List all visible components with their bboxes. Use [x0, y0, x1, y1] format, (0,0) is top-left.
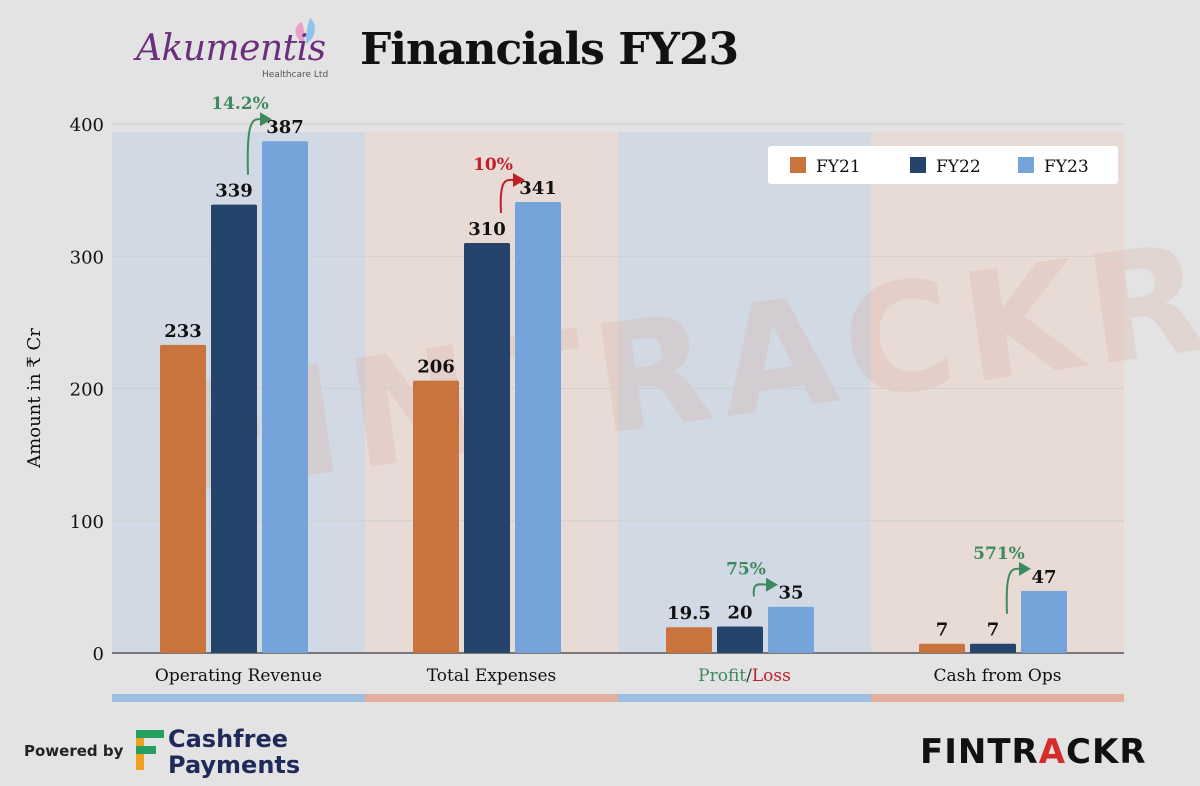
sponsor-line1: Cashfree: [168, 725, 289, 753]
bar: [970, 643, 1016, 653]
bar: [464, 243, 510, 653]
growth-label: 10%: [473, 155, 513, 175]
sponsor-name: Cashfree Payments: [168, 726, 300, 778]
category-strip: [618, 694, 871, 702]
y-tick-label: 400: [70, 115, 104, 136]
bar: [211, 204, 257, 654]
legend-box: [768, 146, 1118, 184]
growth-arrowhead: [513, 173, 525, 188]
data-label: 19.5: [667, 603, 711, 624]
company-logo: Akumentis Healthcare Ltd: [130, 18, 340, 88]
brand-logo: FINTRACKR: [920, 732, 1147, 772]
bar: [1021, 590, 1067, 653]
category-band: [871, 132, 1124, 653]
legend-swatch: [790, 157, 806, 173]
growth-arrowhead: [1019, 561, 1031, 576]
data-label: 387: [266, 117, 304, 138]
bar: [262, 141, 308, 653]
sponsor-line2: Payments: [168, 751, 301, 779]
growth-arrow: [246, 118, 263, 175]
data-label: 20: [727, 603, 752, 624]
data-label: 7: [987, 620, 1000, 641]
data-label: 341: [519, 178, 557, 199]
x-category-label: Total Expenses: [427, 666, 556, 686]
growth-label: 571%: [973, 544, 1025, 564]
logo-text: Akumentis: [136, 28, 326, 69]
growth-arrowhead: [766, 577, 778, 592]
legend-label: FY21: [816, 157, 861, 177]
y-tick-label: 0: [93, 644, 104, 665]
growth-arrowhead: [260, 112, 272, 127]
legend-swatch: [910, 157, 926, 173]
x-category-label-part: Loss: [752, 666, 791, 686]
logo-subtext: Healthcare Ltd: [262, 70, 329, 80]
legend-label: FY22: [936, 157, 981, 177]
category-strip: [871, 694, 1124, 702]
brand-part1: FINTR: [920, 732, 1039, 772]
data-label: 310: [468, 219, 506, 240]
y-tick-label: 300: [70, 247, 104, 268]
data-label: 339: [215, 181, 253, 202]
x-category-label: Profit/Loss: [698, 666, 791, 686]
butterfly-icon: [295, 18, 315, 44]
category-strip: [365, 694, 618, 702]
y-axis-label: Amount in ₹ Cr: [24, 328, 45, 469]
bar: [919, 643, 965, 653]
bar: [666, 627, 712, 653]
y-tick-label: 200: [70, 380, 104, 401]
x-category-label-part: /: [746, 666, 752, 686]
brand-part2: A: [1038, 732, 1067, 772]
x-category-label: Cash from Ops: [934, 666, 1062, 686]
x-category-label-part: Profit: [698, 666, 746, 686]
legend-label: FY23: [1044, 157, 1089, 177]
bar: [768, 606, 814, 653]
bar: [717, 626, 763, 653]
powered-by-label: Powered by: [24, 742, 124, 760]
data-label: 47: [1031, 567, 1056, 588]
growth-label: 14.2%: [211, 94, 269, 114]
legend-swatch: [1018, 157, 1034, 173]
brand-part3: CKR: [1066, 732, 1147, 772]
bar: [160, 344, 206, 653]
data-label: 233: [164, 321, 202, 342]
bar: [515, 202, 561, 653]
category-strip: [112, 694, 365, 702]
data-label: 7: [936, 620, 949, 641]
cashfree-logo-icon: [136, 730, 164, 770]
data-label: 35: [778, 583, 803, 604]
growth-arrow: [1005, 567, 1022, 614]
page-title: Financials FY23: [360, 24, 739, 75]
data-label: 206: [417, 357, 455, 378]
y-tick-label: 100: [70, 512, 104, 533]
x-category-label: Operating Revenue: [155, 666, 322, 686]
growth-label: 75%: [726, 560, 766, 580]
category-band: [618, 132, 871, 653]
bar: [413, 380, 459, 653]
